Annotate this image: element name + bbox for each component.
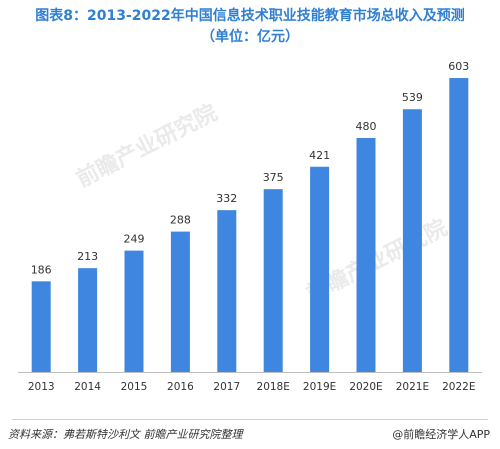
- bar-2019E: [310, 166, 330, 372]
- x-tick-label-2020E: 2020E: [349, 381, 382, 393]
- data-label-2016: 288: [170, 214, 191, 227]
- data-label-2017: 332: [216, 192, 237, 205]
- bar-2013: [31, 281, 51, 372]
- chart-title-line1: 图表8：2013-2022年中国信息技术职业技能教育市场总收入及预测: [35, 8, 465, 24]
- data-label-2019E: 421: [309, 149, 330, 162]
- data-label-2021E: 539: [402, 91, 423, 104]
- bar-2014: [78, 268, 98, 372]
- bar-2021E: [402, 109, 422, 373]
- chart-title-line2: （单位：亿元）: [201, 29, 299, 45]
- bar-2018E: [263, 189, 283, 372]
- bar-2015: [124, 250, 144, 372]
- bar-2020E: [356, 138, 376, 372]
- x-tick-label-2013: 2013: [28, 381, 55, 393]
- source-note: 资料来源：弗若斯特沙利文 前瞻产业研究院整理: [8, 428, 243, 441]
- chart-title: 图表8：2013-2022年中国信息技术职业技能教育市场总收入及预测 （单位：亿…: [0, 6, 500, 48]
- x-tick-label-2021E: 2021E: [396, 381, 429, 393]
- bar-2022E: [449, 78, 469, 372]
- data-label-2014: 213: [77, 250, 98, 263]
- x-tick-label-2022E: 2022E: [442, 381, 475, 393]
- data-label-2020E: 480: [356, 120, 377, 133]
- footer-divider: [12, 419, 488, 420]
- bar-2016: [170, 231, 190, 372]
- data-label-2022E: 603: [448, 60, 469, 73]
- x-tick-label-2019E: 2019E: [303, 381, 336, 393]
- x-tick-label-2018E: 2018E: [257, 381, 290, 393]
- data-label-2013: 186: [31, 263, 52, 276]
- x-tick-label-2015: 2015: [121, 381, 148, 393]
- credit-label: @前瞻经济学人APP: [392, 428, 490, 441]
- x-tick-label-2017: 2017: [213, 381, 240, 393]
- bar-2017: [217, 210, 237, 372]
- data-label-2018E: 375: [263, 171, 284, 184]
- x-tick-label-2016: 2016: [167, 381, 194, 393]
- x-tick-label-2014: 2014: [74, 381, 101, 393]
- data-label-2015: 249: [124, 233, 145, 246]
